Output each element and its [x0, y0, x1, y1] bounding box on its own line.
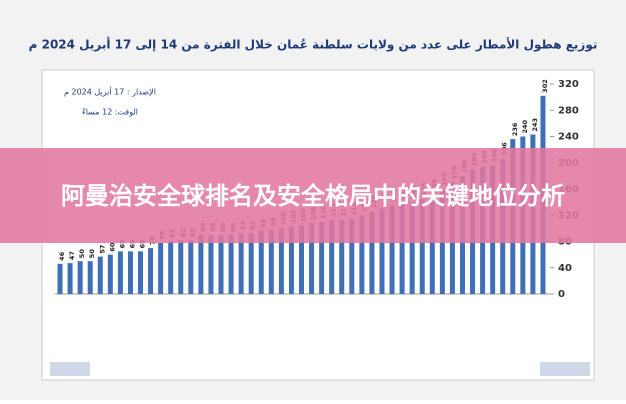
bar — [67, 263, 73, 294]
value-label: 236 — [511, 122, 519, 136]
bar — [218, 234, 224, 294]
bar — [87, 261, 93, 294]
value-label: 50 — [88, 249, 96, 259]
bar — [429, 195, 435, 294]
bar — [288, 226, 294, 294]
value-label: 65 — [139, 239, 147, 249]
value-label: 240 — [521, 119, 529, 133]
value-label: 50 — [78, 249, 86, 259]
bar — [268, 229, 274, 294]
bar — [148, 248, 154, 294]
bar — [208, 234, 214, 294]
bar — [299, 225, 304, 294]
bar — [409, 202, 415, 294]
annotation: الإصدار : 17 أبريل 2024 م — [64, 87, 156, 98]
logo — [540, 362, 590, 376]
bar — [188, 240, 194, 294]
bar — [178, 240, 184, 294]
bar — [329, 219, 335, 294]
overlay-banner: 阿曼治安全球排名及安全格局中的关键地位分析 — [0, 148, 626, 243]
bar — [158, 242, 164, 294]
bar — [57, 263, 63, 294]
bar — [117, 251, 123, 294]
bar — [349, 218, 355, 294]
bar — [198, 234, 204, 294]
y-tick-label: 0 — [558, 289, 565, 300]
bar — [369, 211, 375, 294]
bar — [168, 240, 174, 294]
y-tick-label: 240 — [558, 132, 579, 143]
value-label: 65 — [128, 239, 136, 249]
bar — [319, 221, 325, 294]
annotation: الوقت: 12 مساءً — [82, 108, 138, 117]
bar — [138, 251, 144, 294]
bar — [77, 261, 83, 294]
bar — [389, 205, 395, 294]
overlay-text: 阿曼治安全球排名及安全格局中的关键地位分析 — [61, 181, 565, 210]
bar — [248, 232, 254, 294]
value-label: 57 — [98, 245, 106, 254]
bar — [238, 232, 244, 294]
y-tick-label: 280 — [558, 105, 579, 116]
bar — [309, 223, 315, 294]
value-label: 60 — [108, 242, 116, 252]
y-tick-label: 40 — [558, 263, 572, 274]
value-label: 243 — [531, 118, 539, 132]
value-label: 47 — [68, 251, 76, 260]
bar — [258, 231, 264, 294]
logo — [50, 362, 90, 376]
chart-title: توزيع هطول الأمطار على عدد من ولايات سلط… — [29, 37, 598, 53]
value-label: 46 — [58, 251, 66, 261]
bar — [339, 219, 345, 294]
bar — [107, 254, 113, 294]
value-label: 302 — [541, 79, 549, 93]
bar — [359, 215, 365, 294]
bar — [127, 251, 133, 294]
bar — [97, 256, 103, 294]
bar — [379, 208, 385, 294]
bar — [399, 203, 405, 294]
y-tick-label: 320 — [558, 79, 579, 90]
value-label: 65 — [118, 239, 126, 249]
bar — [419, 198, 425, 294]
bar — [228, 234, 234, 294]
bar — [278, 228, 284, 294]
